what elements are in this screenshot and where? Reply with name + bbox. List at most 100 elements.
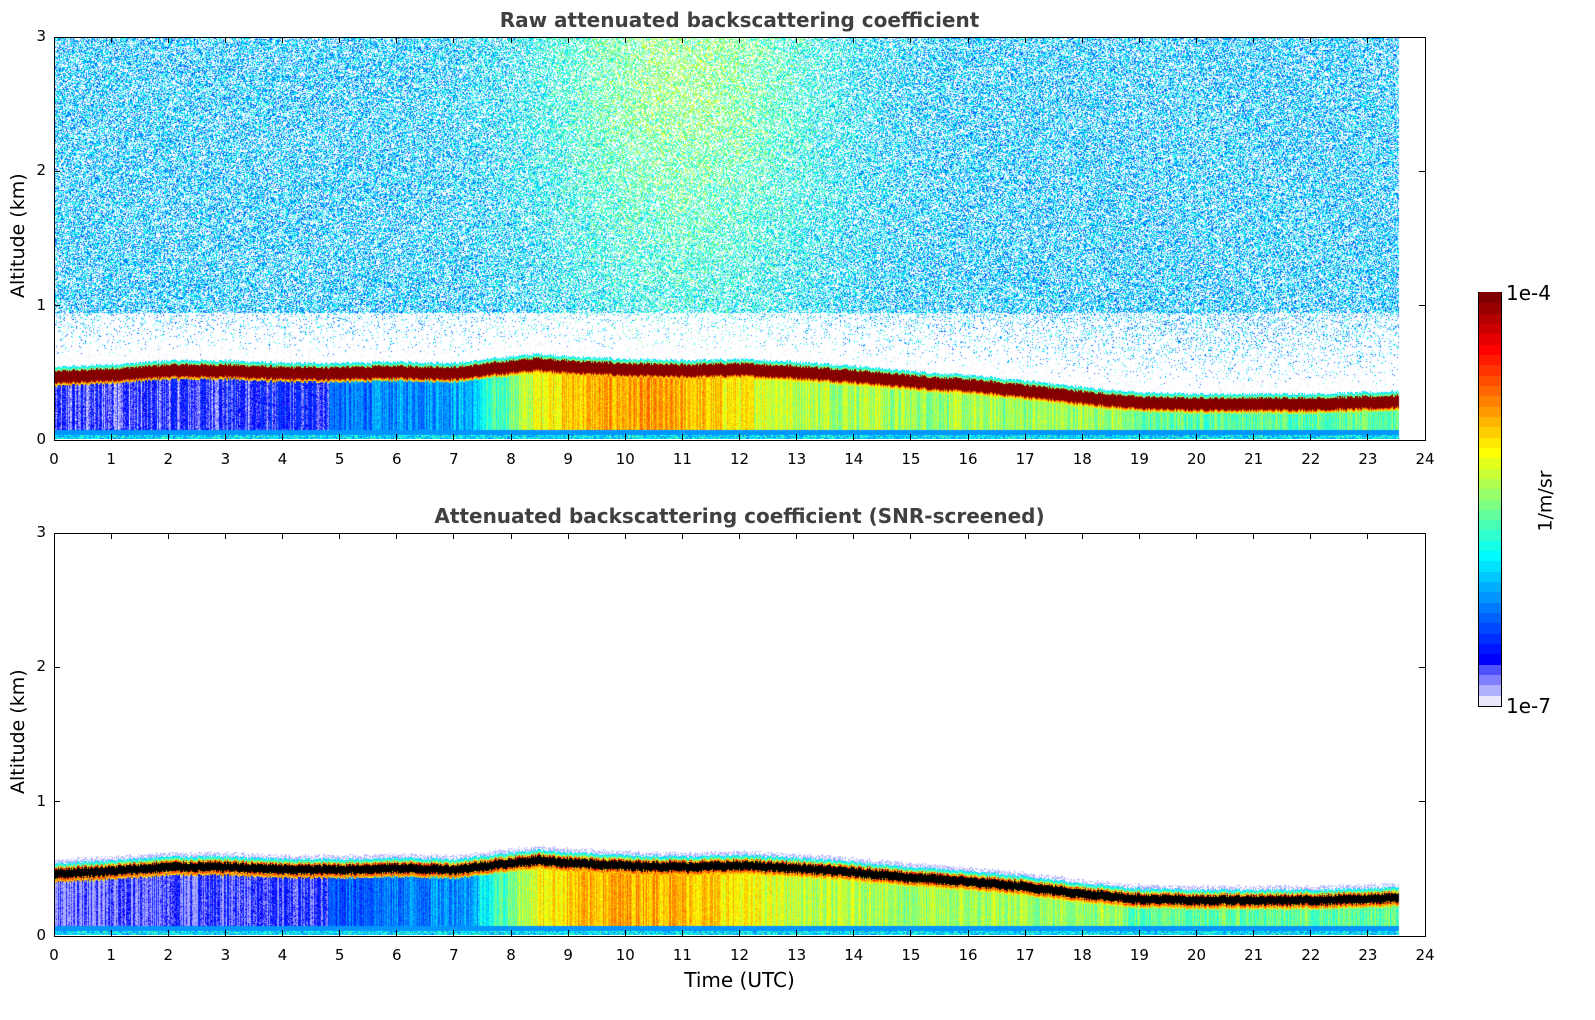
x-tick-label: 10 — [615, 946, 635, 964]
x-tick-mark — [53, 930, 55, 936]
x-tick-label: 10 — [615, 450, 635, 468]
x-tick-mark — [339, 533, 341, 539]
colorbar-segment — [1479, 663, 1501, 676]
x-tick-label: 20 — [1186, 946, 1207, 964]
x-tick-mark — [53, 533, 55, 539]
x-tick-mark — [1024, 434, 1026, 440]
colorbar-segment — [1479, 591, 1501, 603]
x-tick-label: 5 — [334, 946, 345, 964]
x-tick-mark — [681, 434, 683, 440]
colorbar-segment — [1479, 312, 1501, 324]
x-tick-mark — [282, 434, 283, 440]
x-tick-mark — [1024, 533, 1026, 539]
y-tick-mark — [54, 170, 60, 172]
x-tick-label: 16 — [958, 946, 978, 964]
bottom-y-axis-label: Altitude (km) — [7, 669, 29, 794]
x-tick-label: 3 — [220, 946, 231, 964]
x-tick-mark — [396, 533, 398, 539]
x-tick-label: 0 — [49, 450, 59, 468]
colorbar-segment — [1479, 570, 1501, 583]
x-tick-label: 7 — [449, 450, 459, 468]
x-tick-mark — [1253, 37, 1255, 43]
x-tick-label: 16 — [958, 450, 978, 468]
x-tick-mark — [1310, 930, 1312, 936]
y-tick-label: 0 — [36, 926, 46, 944]
x-tick-mark — [110, 533, 112, 539]
x-tick-label: 2 — [163, 450, 174, 468]
x-tick-mark — [567, 434, 569, 440]
x-tick-mark — [1196, 533, 1197, 539]
colorbar-segment — [1479, 487, 1501, 500]
x-tick-mark — [1196, 930, 1197, 936]
bottom-heatmap-canvas — [55, 534, 1424, 935]
x-tick-mark — [967, 930, 969, 936]
colorbar-segment — [1479, 684, 1501, 696]
x-tick-label: 8 — [506, 450, 516, 468]
x-tick-mark — [853, 533, 855, 539]
x-tick-mark — [53, 37, 55, 43]
colorbar-max-label: 1e-4 — [1506, 281, 1551, 305]
y-tick-mark — [1419, 532, 1425, 534]
x-tick-mark — [967, 37, 969, 43]
x-tick-label: 17 — [1015, 450, 1035, 468]
x-tick-mark — [910, 434, 912, 440]
y-tick-mark — [1419, 305, 1425, 307]
x-tick-mark — [1367, 37, 1369, 43]
colorbar-segment — [1479, 374, 1501, 386]
colorbar-segment — [1479, 364, 1501, 376]
x-tick-label: 15 — [901, 946, 921, 964]
x-tick-mark — [1196, 434, 1197, 440]
x-tick-mark — [167, 434, 169, 440]
x-tick-mark — [1138, 930, 1140, 936]
x-tick-label: 11 — [672, 946, 692, 964]
y-tick-mark — [54, 801, 60, 803]
x-tick-mark — [1367, 930, 1369, 936]
x-tick-mark — [1367, 434, 1369, 440]
x-tick-mark — [796, 434, 798, 440]
x-tick-label: 4 — [277, 450, 288, 468]
colorbar-segment — [1479, 467, 1501, 479]
x-tick-mark — [339, 930, 341, 936]
x-tick-mark — [967, 434, 969, 440]
x-tick-label: 21 — [1244, 946, 1264, 964]
top-y-axis-label: Altitude (km) — [7, 173, 29, 298]
x-axis-label: Time (UTC) — [684, 968, 795, 992]
x-tick-label: 24 — [1415, 450, 1435, 468]
x-tick-mark — [853, 930, 855, 936]
x-tick-mark — [624, 930, 626, 936]
x-tick-mark — [1253, 930, 1255, 936]
colorbar-segment — [1479, 694, 1501, 706]
x-tick-mark — [167, 533, 169, 539]
x-tick-label: 9 — [563, 946, 573, 964]
x-tick-mark — [967, 533, 969, 539]
colorbar-segment — [1479, 415, 1501, 428]
x-tick-mark — [53, 434, 55, 440]
y-tick-label: 3 — [36, 27, 46, 45]
x-tick-mark — [396, 434, 398, 440]
x-tick-label: 7 — [449, 946, 459, 964]
x-tick-label: 5 — [334, 450, 345, 468]
y-tick-label: 2 — [36, 161, 46, 180]
x-tick-label: 17 — [1015, 946, 1035, 964]
x-tick-label: 21 — [1244, 450, 1264, 468]
x-tick-label: 15 — [901, 450, 921, 468]
x-tick-mark — [739, 533, 740, 539]
colorbar-segment — [1479, 601, 1501, 614]
x-tick-mark — [510, 533, 512, 539]
x-tick-mark — [624, 533, 626, 539]
x-tick-mark — [796, 37, 798, 43]
x-tick-mark — [224, 930, 226, 936]
y-tick-label: 1 — [36, 295, 46, 314]
x-tick-label: 8 — [506, 946, 516, 964]
x-tick-mark — [453, 434, 455, 440]
x-tick-mark — [1424, 930, 1426, 936]
colorbar-segment — [1479, 384, 1501, 397]
colorbar-segment — [1479, 302, 1501, 314]
x-tick-mark — [339, 434, 341, 440]
x-tick-mark — [510, 434, 512, 440]
colorbar — [1478, 291, 1502, 707]
colorbar-segment — [1479, 436, 1501, 448]
x-tick-mark — [796, 533, 798, 539]
bottom-heatmap-axes — [54, 533, 1426, 937]
x-tick-mark — [510, 37, 512, 43]
